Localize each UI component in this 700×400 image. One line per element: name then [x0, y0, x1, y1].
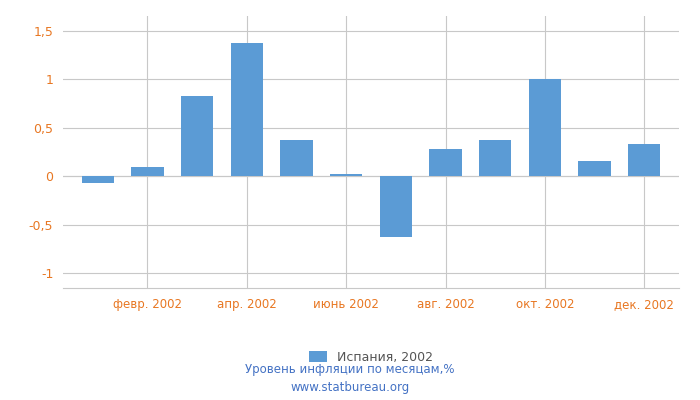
Bar: [181, 96, 214, 176]
Bar: [330, 174, 363, 176]
Bar: [628, 144, 660, 176]
Bar: [429, 149, 462, 176]
Bar: [578, 161, 610, 176]
Bar: [132, 166, 164, 176]
Text: Уровень инфляции по месяцам,%: Уровень инфляции по месяцам,%: [245, 364, 455, 376]
Legend: Испания, 2002: Испания, 2002: [304, 346, 438, 369]
Text: www.statbureau.org: www.statbureau.org: [290, 381, 410, 394]
Bar: [280, 140, 313, 176]
Bar: [379, 176, 412, 236]
Bar: [231, 43, 263, 176]
Bar: [528, 79, 561, 176]
Bar: [479, 140, 511, 176]
Bar: [82, 176, 114, 183]
